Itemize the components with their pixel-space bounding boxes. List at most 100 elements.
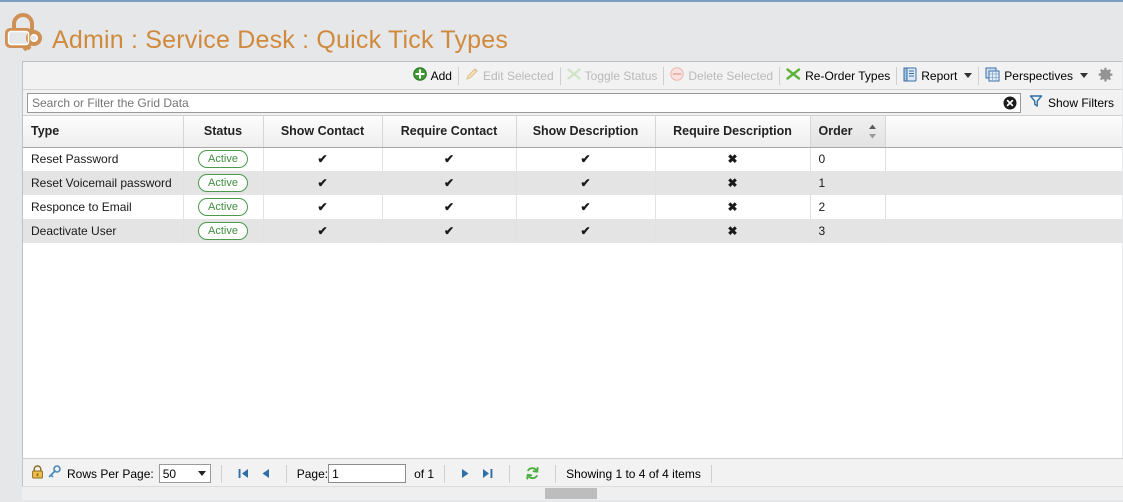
toggle-status-button[interactable]: Toggle Status <box>562 65 663 87</box>
footer-separator <box>285 464 287 483</box>
next-page-icon[interactable] <box>455 467 476 480</box>
cell-show-contact: ✔ <box>263 195 383 219</box>
lock-icon[interactable] <box>31 465 44 482</box>
cell-filler <box>885 147 1122 171</box>
table-row[interactable]: Reset Voicemail password Active ✔ ✔ ✔ ✖ … <box>23 171 1122 195</box>
report-label: Report <box>921 68 958 83</box>
delete-selected-label: Delete Selected <box>688 68 774 83</box>
cell-filler <box>885 195 1122 219</box>
status-badge: Active <box>198 222 248 240</box>
delete-circle-icon <box>670 67 685 84</box>
rows-per-page-select-wrapper: 50 <box>158 464 211 483</box>
perspectives-label: Perspectives <box>1004 68 1073 83</box>
cell-status: Active <box>183 195 264 219</box>
edit-selected-label: Edit Selected <box>482 68 554 83</box>
delete-selected-button[interactable]: Delete Selected <box>665 65 778 87</box>
horizontal-scrollbar-thumb[interactable] <box>545 488 597 499</box>
cell-order: 1 <box>810 171 886 195</box>
edit-selected-button[interactable]: Edit Selected <box>460 65 559 87</box>
cell-order: 3 <box>810 219 886 243</box>
column-header-show-contact[interactable]: Show Contact <box>263 116 383 148</box>
cell-type: Responce to Email <box>23 195 184 219</box>
clear-circle-icon[interactable] <box>1003 96 1017 110</box>
search-field-wrapper <box>27 92 1021 113</box>
toggle-status-label: Toggle Status <box>584 68 658 83</box>
table-row[interactable]: Deactivate User Active ✔ ✔ ✔ ✖ 3 <box>23 219 1122 243</box>
report-button[interactable]: Report <box>898 65 977 87</box>
perspectives-grid-icon <box>985 67 1000 85</box>
grid-toolbar: Add Edit Selected Toggle Status <box>23 62 1122 90</box>
table-header-row: Type Status Show Contact Require Contact… <box>23 116 1122 148</box>
re-order-types-label: Re-Order Types <box>805 68 891 83</box>
cell-show-description: ✔ <box>516 195 656 219</box>
add-button[interactable]: Add <box>408 65 457 87</box>
toolbar-separator <box>663 66 665 85</box>
rows-per-page-select[interactable]: 50 <box>158 464 211 483</box>
table-row[interactable]: Reset Password Active ✔ ✔ ✔ ✖ 0 <box>23 147 1122 171</box>
toolbar-separator <box>779 66 781 85</box>
data-grid: Type Status Show Contact Require Contact… <box>23 116 1122 424</box>
page-input[interactable] <box>328 464 407 483</box>
cell-require-contact: ✔ <box>382 195 517 219</box>
grid-footer: Rows Per Page: 50 Page: of 1 <box>23 458 1123 488</box>
footer-separator <box>555 464 557 483</box>
page-label: Page: <box>296 466 329 481</box>
funnel-icon <box>1029 94 1043 111</box>
perspectives-button[interactable]: Perspectives <box>980 65 1093 87</box>
status-badge: Active <box>198 198 248 216</box>
cell-order: 0 <box>810 147 886 171</box>
cell-status: Active <box>183 219 264 243</box>
showing-items-label: Showing 1 to 4 of 4 items <box>566 466 701 481</box>
search-input[interactable] <box>27 92 1021 113</box>
cell-type: Deactivate User <box>23 219 184 243</box>
horizontal-scrollbar[interactable] <box>22 486 1123 500</box>
left-gutter <box>0 61 22 502</box>
sort-arrows-icon <box>868 124 877 139</box>
cell-require-description: ✖ <box>655 147 811 171</box>
cell-require-contact: ✔ <box>382 147 517 171</box>
show-filters-label: Show Filters <box>1047 95 1114 110</box>
column-header-require-description[interactable]: Require Description <box>655 116 811 148</box>
table-body: Reset Password Active ✔ ✔ ✔ ✖ 0 Reset Vo… <box>23 147 1122 243</box>
last-page-icon[interactable] <box>476 467 499 480</box>
column-header-show-description[interactable]: Show Description <box>516 116 656 148</box>
gear-icon <box>1098 67 1113 85</box>
table-row[interactable]: Responce to Email Active ✔ ✔ ✔ ✖ 2 <box>23 195 1122 219</box>
cell-order: 2 <box>810 195 886 219</box>
key-icon[interactable] <box>47 465 61 482</box>
report-book-icon <box>903 67 917 85</box>
add-circle-icon <box>412 67 427 84</box>
cell-require-description: ✖ <box>655 171 811 195</box>
first-page-icon[interactable] <box>232 467 255 480</box>
cell-filler <box>885 219 1122 243</box>
cell-require-description: ✖ <box>655 195 811 219</box>
show-filters-button[interactable]: Show Filters <box>1029 94 1114 111</box>
cell-show-description: ✔ <box>516 171 656 195</box>
chevron-down-icon <box>964 73 973 78</box>
re-order-types-button[interactable]: Re-Order Types <box>781 65 895 87</box>
shuffle-icon <box>567 67 581 84</box>
rows-per-page-label: Rows Per Page: <box>67 466 154 481</box>
chevron-down-icon <box>1080 73 1088 78</box>
column-header-order[interactable]: Order <box>810 116 886 148</box>
refresh-icon[interactable] <box>520 466 545 481</box>
prev-page-icon[interactable] <box>255 467 276 480</box>
column-header-require-contact[interactable]: Require Contact <box>382 116 517 148</box>
cell-type: Reset Password <box>23 147 184 171</box>
settings-button[interactable] <box>1093 65 1118 87</box>
column-header-type[interactable]: Type <box>23 116 184 148</box>
cell-type: Reset Voicemail password <box>23 171 184 195</box>
column-header-status[interactable]: Status <box>183 116 264 148</box>
toolbar-separator <box>896 66 898 85</box>
toolbar-separator <box>457 66 459 85</box>
cell-show-contact: ✔ <box>263 147 383 171</box>
cell-show-contact: ✔ <box>263 171 383 195</box>
cell-show-contact: ✔ <box>263 219 383 243</box>
status-badge: Active <box>198 150 248 169</box>
add-label: Add <box>430 68 452 83</box>
cell-status: Active <box>183 171 264 195</box>
shuffle-green-icon <box>786 67 801 84</box>
footer-separator <box>710 464 712 483</box>
status-badge: Active <box>198 174 248 192</box>
